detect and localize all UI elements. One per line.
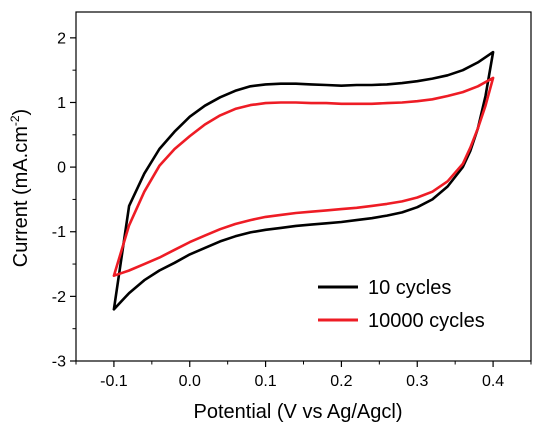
x-tick-label: 0.2 bbox=[330, 373, 352, 390]
y-axis-title-main: Current (mA.cm bbox=[10, 126, 32, 267]
y-tick-label: -2 bbox=[52, 289, 66, 306]
y-tick-labels: -3 -2 -1 0 1 2 bbox=[52, 30, 66, 370]
x-tick-label: 0.1 bbox=[254, 373, 276, 390]
x-tick-label: 0.3 bbox=[406, 373, 428, 390]
y-tick-label: 2 bbox=[57, 30, 66, 47]
x-tick-label: -0.1 bbox=[100, 373, 128, 390]
legend-label-10000-cycles: 10000 cycles bbox=[368, 310, 485, 332]
y-axis-title: Current (mA.cm-2) bbox=[8, 109, 32, 267]
y-tick-label: 1 bbox=[57, 95, 66, 112]
x-major-ticks bbox=[113, 361, 494, 367]
series-line-10-cycles bbox=[112, 50, 495, 311]
y-tick-label: -3 bbox=[52, 354, 66, 371]
x-tick-labels: -0.1 0.0 0.1 0.2 0.3 0.4 bbox=[100, 373, 504, 390]
y-axis-title-close: ) bbox=[10, 109, 32, 116]
legend-label-10-cycles: 10 cycles bbox=[368, 277, 451, 299]
y-major-ticks bbox=[70, 37, 76, 362]
y-tick-label: 0 bbox=[57, 160, 66, 177]
x-tick-label: 0.0 bbox=[179, 373, 201, 390]
plot-frame bbox=[75, 11, 532, 362]
series-line-10000-cycles bbox=[112, 76, 495, 278]
x-tick-label: 0.4 bbox=[482, 373, 504, 390]
series-layer bbox=[112, 50, 495, 311]
x-axis-title: Potential (V vs Ag/Agcl) bbox=[194, 401, 403, 423]
y-axis-title-sup: -2 bbox=[8, 115, 22, 126]
y-tick-label: -1 bbox=[52, 224, 66, 241]
legend: 10 cycles 10000 cycles bbox=[318, 277, 485, 332]
